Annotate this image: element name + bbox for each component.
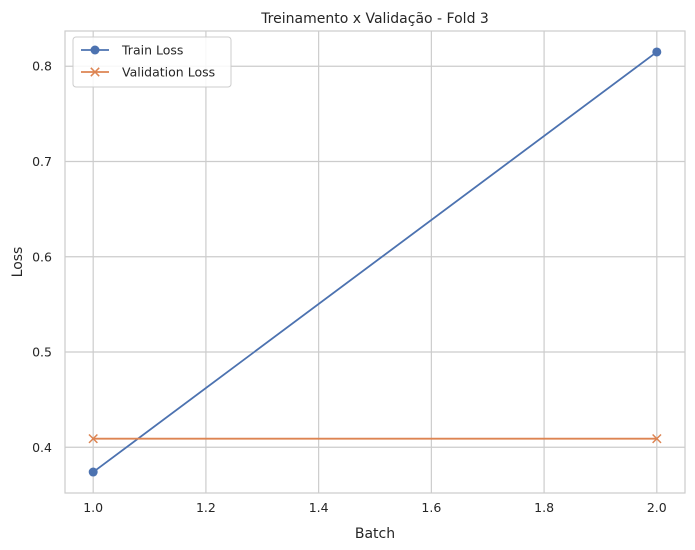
legend-box [72, 36, 232, 88]
legend-label-validation-loss: Validation Loss [122, 65, 215, 80]
x-axis-label: Batch [355, 526, 395, 542]
y-tick-label: 0.4 [32, 440, 52, 455]
plot-frame [64, 30, 686, 494]
y-tick-label: 0.8 [32, 59, 52, 74]
y-tick-label: 0.5 [32, 345, 52, 360]
x-tick-label: 1.6 [421, 500, 441, 515]
train-loss-line [92, 51, 658, 473]
x-tick-label: 2.0 [647, 500, 667, 515]
legend-marker-validation-loss [90, 67, 100, 77]
y-tick-label: 0.7 [32, 154, 52, 169]
chart-title: Treinamento x Validação - Fold 3 [260, 11, 489, 27]
y-axis-ticks: 0.4 0.5 0.6 0.7 0.8 [32, 59, 52, 455]
y-tick-label: 0.6 [32, 249, 52, 264]
series-layer [88, 47, 662, 477]
x-tick-label: 1.2 [196, 500, 216, 515]
legend-marker-train-loss [90, 45, 100, 55]
validation-loss-point [88, 433, 98, 444]
train-loss-point [88, 467, 98, 477]
x-axis-ticks: 1.0 1.2 1.4 1.6 1.8 2.0 [83, 500, 667, 515]
validation-loss-point [652, 433, 662, 444]
legend: Train Loss Validation Loss [72, 36, 232, 88]
legend-label-train-loss: Train Loss [121, 43, 183, 58]
x-tick-label: 1.0 [83, 500, 103, 515]
train-loss-point [652, 47, 662, 57]
x-tick-label: 1.4 [309, 500, 329, 515]
x-tick-label: 1.8 [534, 500, 554, 515]
grid [65, 31, 685, 493]
y-axis-label: Loss [10, 247, 26, 278]
